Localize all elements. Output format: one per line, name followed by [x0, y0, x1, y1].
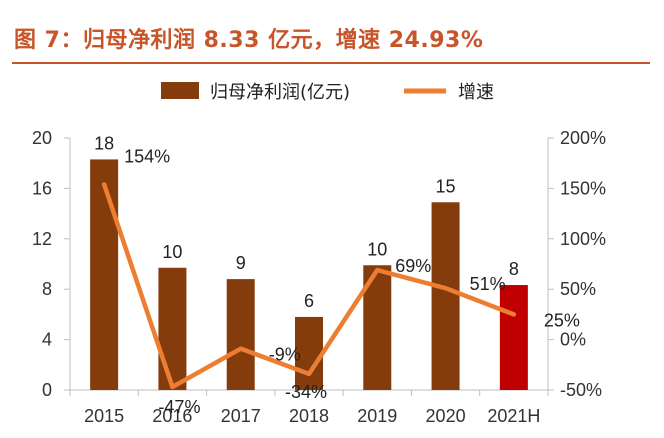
x-axis-tick-label: 2016	[152, 406, 192, 426]
bar-value-label: 15	[436, 176, 456, 196]
bars	[90, 159, 528, 390]
growth-point	[375, 268, 380, 273]
title-divider	[12, 62, 650, 64]
growth-labels: 154% -47% -9% -34% 69% 51% 25%	[124, 146, 580, 417]
bar-value-label: 10	[162, 242, 182, 262]
left-axis-tick-label: 12	[32, 229, 52, 249]
left-axis-tick-label: 8	[42, 279, 52, 299]
x-axis-tick-label: 2019	[357, 406, 397, 426]
growth-value-label: 25%	[544, 310, 580, 330]
growth-value-label: 154%	[124, 146, 170, 166]
growth-value-label: -47%	[158, 397, 200, 417]
right-axis-tick-label: 150%	[560, 178, 606, 198]
x-axis-tick-label: 2017	[221, 406, 261, 426]
bar	[499, 285, 528, 390]
bar	[226, 279, 255, 390]
x-axis-tick-label: 2015	[84, 406, 124, 426]
bar-value-label: 10	[367, 239, 387, 259]
growth-line	[101, 182, 517, 390]
left-axis-tick-label: 0	[42, 380, 52, 400]
growth-value-label: 51%	[470, 274, 506, 294]
growth-value-label: -9%	[269, 345, 301, 365]
legend: 归母净利润(亿元) 增速	[161, 82, 494, 103]
growth-point	[238, 346, 243, 351]
right-axis-tick-label: -50%	[560, 380, 602, 400]
right-axis-tick-label: 100%	[560, 229, 606, 249]
right-axis-tick-label: 0%	[560, 330, 586, 350]
left-axis: 0 4 8 12 16 20	[32, 128, 71, 400]
bar	[90, 159, 119, 390]
bar-value-label: 18	[94, 133, 114, 153]
bar-value-label: 6	[304, 291, 314, 311]
growth-point	[170, 384, 175, 389]
legend-line-label: 增速	[458, 82, 494, 103]
bar	[158, 267, 187, 390]
legend-bar-swatch	[161, 82, 199, 99]
growth-point	[511, 312, 516, 317]
x-axis-tick-label: 2018	[289, 406, 329, 426]
right-axis: -50% 0% 50% 100% 150% 200%	[547, 128, 606, 400]
left-axis-tick-label: 4	[42, 330, 52, 350]
figure-title: 图 7：归母净利润 8.33 亿元，增速 24.93%	[14, 28, 484, 53]
growth-point	[443, 286, 448, 291]
bar	[431, 202, 460, 390]
x-axis-tick-label: 2020	[426, 406, 466, 426]
growth-point	[307, 371, 311, 376]
growth-value-label: 69%	[395, 256, 431, 276]
growth-point	[102, 182, 107, 187]
legend-bar-label: 归母净利润(亿元)	[210, 82, 350, 103]
left-axis-tick-label: 20	[32, 128, 52, 148]
bar	[295, 316, 323, 390]
x-axis: 2015 2016 2017 2018 2019 2020 2021H	[69, 389, 549, 426]
x-axis-tick-label: 2021H	[487, 406, 540, 426]
bar-value-label: 8	[509, 259, 519, 279]
bar-labels: 18 10 9 6 10 15 8	[94, 133, 519, 311]
right-axis-tick-label: 50%	[560, 279, 596, 299]
right-axis-tick-label: 200%	[560, 128, 606, 148]
bar-value-label: 9	[236, 253, 246, 273]
growth-value-label: -34%	[285, 382, 327, 402]
left-axis-tick-label: 16	[32, 178, 52, 198]
